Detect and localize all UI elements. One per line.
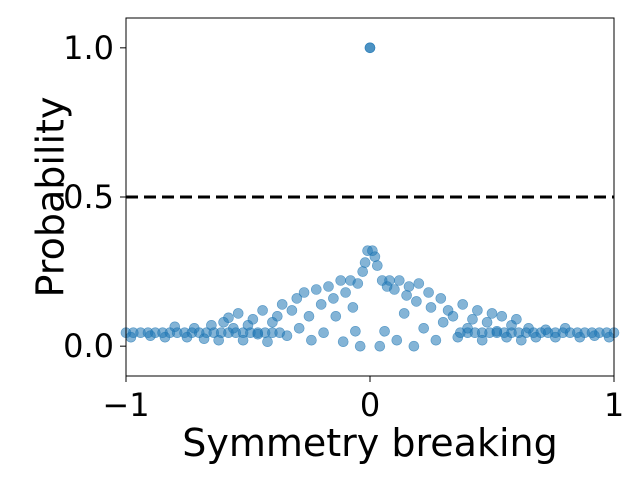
data-point: [337, 336, 349, 348]
data-point: [159, 331, 171, 343]
data-point: [232, 308, 244, 319]
data-point: [213, 334, 224, 346]
data-point: [252, 328, 264, 340]
axis-ticks: −1 0 1 0.0 0.5 1.0: [63, 29, 624, 424]
data-point: [398, 308, 410, 319]
data-point: [359, 257, 371, 268]
data-point: [501, 331, 512, 343]
data-point: [281, 330, 293, 342]
data-point: [425, 302, 437, 313]
data-point: [357, 266, 369, 277]
data-point: [271, 310, 283, 322]
data-point: [437, 316, 449, 328]
data-point: [550, 331, 561, 343]
data-point: [293, 322, 305, 334]
data-point: [371, 260, 383, 271]
data-point: [523, 322, 534, 334]
data-point: [379, 325, 390, 337]
data-point: [457, 299, 469, 310]
x-tick-label: −1: [102, 386, 149, 424]
data-point: [223, 312, 234, 324]
y-tick-label: 0.5: [63, 178, 114, 216]
data-point: [515, 334, 527, 346]
data-point: [310, 284, 322, 295]
x-axis-label: Symmetry breaking: [182, 421, 557, 465]
data-point: [340, 287, 351, 298]
data-point: [423, 287, 434, 298]
data-point: [276, 299, 288, 310]
data-point: [491, 325, 503, 337]
data-point: [257, 305, 268, 316]
y-tick-label: 1.0: [63, 29, 114, 67]
data-point: [169, 321, 181, 333]
data-point: [559, 322, 571, 334]
data-point: [354, 340, 366, 352]
data-point: [418, 322, 430, 334]
data-point: [350, 325, 361, 337]
y-axis-label: Probability: [28, 97, 72, 298]
data-point: [481, 316, 493, 328]
x-tick-label: 0: [360, 386, 380, 424]
data-point: [540, 324, 552, 336]
data-point: [206, 319, 217, 331]
data-point: [574, 331, 586, 343]
data-point: [603, 331, 615, 343]
data-point: [467, 313, 478, 325]
data-point: [530, 331, 542, 343]
data-point: [452, 331, 464, 343]
data-point: [237, 334, 249, 346]
data-point: [413, 278, 425, 289]
data-point: [318, 327, 329, 339]
data-point: [589, 330, 600, 342]
data-point: [352, 278, 364, 289]
data-point: [401, 290, 412, 301]
data-point: [476, 334, 488, 346]
data-point: [303, 310, 315, 322]
data-point: [125, 331, 137, 343]
data-point: [189, 322, 200, 334]
data-point: [306, 334, 317, 346]
data-point: [462, 322, 473, 334]
data-point: [330, 310, 342, 322]
data-point: [198, 333, 210, 345]
data-point: [411, 296, 422, 307]
data-point: [391, 334, 403, 346]
data-point: [369, 251, 381, 263]
data-point: [315, 299, 327, 310]
data-point: [496, 310, 508, 322]
data-point: [335, 275, 347, 286]
data-point: [228, 322, 239, 334]
x-tick-label: 1: [604, 386, 624, 424]
data-point: [389, 284, 400, 295]
data-point: [286, 305, 298, 316]
data-point: [447, 310, 459, 322]
data-point: [435, 293, 447, 304]
data-point: [364, 42, 376, 54]
data-point: [403, 281, 415, 292]
data-point: [511, 313, 522, 325]
data-point: [298, 287, 310, 298]
data-point: [291, 293, 303, 304]
data-point: [408, 340, 420, 352]
data-point: [181, 331, 193, 343]
data-point: [145, 330, 156, 342]
data-point: [472, 305, 483, 316]
data-point: [247, 313, 259, 325]
data-point: [486, 308, 498, 319]
data-point: [323, 281, 334, 292]
data-point: [374, 340, 386, 352]
data-point: [328, 293, 339, 304]
data-point: [262, 336, 273, 348]
data-point: [347, 302, 359, 313]
data-point: [384, 275, 395, 286]
data-point: [430, 334, 442, 346]
y-tick-label: 0.0: [63, 327, 114, 365]
data-point: [393, 275, 405, 286]
